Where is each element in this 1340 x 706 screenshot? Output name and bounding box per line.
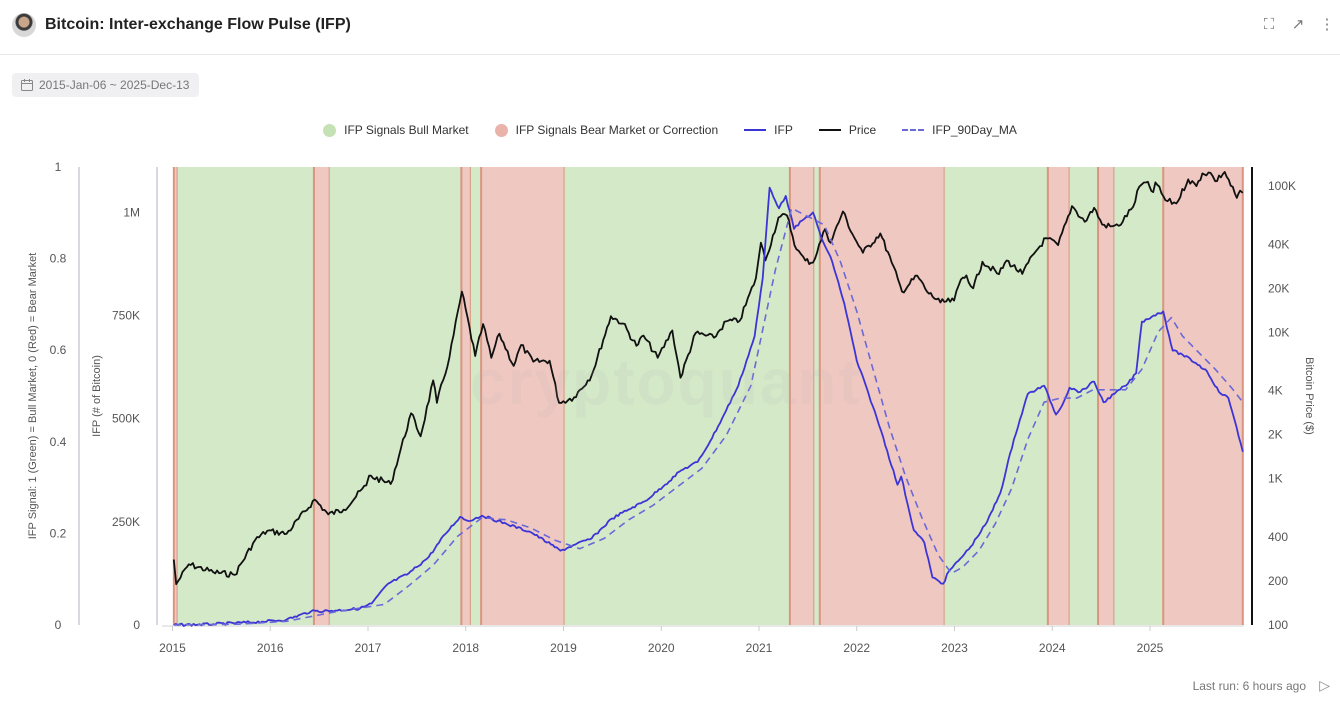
legend-item-ifp[interactable]: IFP [744,123,793,137]
x-tick-label: 2015 [159,641,186,655]
chart-header: Bitcoin: Inter-exchange Flow Pulse (IFP)… [0,0,1340,55]
bull-period-band [1069,167,1099,625]
bear-period-band [1163,167,1243,625]
x-tick-label: 2021 [746,641,773,655]
ifp-axis-title: IFP (# of Bitcoin) [91,355,103,437]
ifp-tick-label: 500K [112,412,140,426]
legend-label: IFP Signals Bear Market or Correction [515,123,719,137]
bull-period-band [1114,167,1164,625]
x-tick-label: 2023 [941,641,968,655]
x-tick-label: 2020 [648,641,675,655]
calendar-icon [21,79,33,91]
ifp-tick-label: 750K [112,309,140,323]
price-tick-label: 100K [1268,179,1296,193]
ifp-tick-label: 0 [133,618,140,632]
bull-swatch [323,123,337,137]
x-tick-label: 2024 [1039,641,1066,655]
price-tick-label: 20K [1268,281,1289,295]
bear-swatch [494,123,508,137]
more-vertical-icon[interactable]: ⋮ [1319,16,1335,33]
price-line [172,171,1244,586]
legend-label: Price [848,123,877,137]
external-link-icon[interactable]: ↗ [1291,16,1305,33]
expand-icon[interactable]: ⛶ [1263,16,1275,33]
x-tick-label: 2016 [257,641,284,655]
bull-period-band [470,167,482,625]
author-avatar[interactable] [12,13,36,37]
signal-axis-title: IFP Signal: 1 (Green) = Bull Market, 0 (… [27,253,39,540]
date-range-text: 2015-Jan-06 ~ 2025-Dec-13 [39,78,190,92]
price-tick-label: 10K [1268,325,1289,339]
legend-item-bull[interactable]: IFP Signals Bull Market [323,123,469,137]
price-tick-label: 40K [1268,237,1289,251]
price-tick-label: 200 [1268,574,1288,588]
price-tick-label: 100 [1268,618,1288,632]
bull-period-band [944,167,1048,625]
signal-tick-label: 0.8 [50,252,67,266]
bear-period-band [819,167,945,625]
bear-period-band [481,167,565,625]
legend-item-ma[interactable]: IFP_90Day_MA [902,123,1017,137]
legend-label: IFP Signals Bull Market [344,123,469,137]
ma-swatch [902,129,925,131]
x-tick-label: 2025 [1137,641,1164,655]
bull-period-band [814,167,820,625]
x-tick-label: 2019 [550,641,577,655]
price-axis-title: Bitcoin Price ($) [1303,357,1315,435]
page-title: Bitcoin: Inter-exchange Flow Pulse (IFP) [45,16,351,33]
bear-period-band [313,167,330,625]
legend-item-bear[interactable]: IFP Signals Bear Market or Correction [494,123,719,137]
ifp-tick-label: 250K [112,515,140,529]
signal-tick-label: 1 [55,160,62,174]
signal-tick-label: 0.4 [50,435,67,449]
legend-item-price[interactable]: Price [818,123,877,137]
bear-period-band [1098,167,1115,625]
signal-tick-label: 0.2 [50,526,67,540]
bull-period-band [329,167,462,625]
date-range-picker[interactable]: 2015-Jan-06 ~ 2025-Dec-13 [12,73,200,97]
bull-period-band [177,167,314,625]
x-tick-label: 2017 [355,641,382,655]
x-tick-label: 2018 [452,641,479,655]
legend-label: IFP_90Day_MA [932,123,1017,137]
bear-period-band [173,167,178,625]
ifp-tick-label: 1M [123,205,140,219]
signal-tick-label: 0.6 [50,343,67,357]
price-swatch [818,129,841,131]
watermark: cryptoquant [470,346,862,418]
legend-label: IFP [774,123,793,137]
chart-legend: IFP Signals Bull Market IFP Signals Bear… [0,123,1340,137]
ifp-line [173,186,1244,627]
x-tick-label: 2022 [843,641,870,655]
bear-period-band [1047,167,1070,625]
price-tick-label: 2K [1268,428,1283,442]
ifp-swatch [744,129,767,131]
bull-period-band [564,167,790,625]
price-tick-label: 400 [1268,530,1288,544]
signal-tick-label: 0 [55,618,62,632]
run-icon[interactable]: ▷ [1319,677,1330,693]
bear-period-band [461,167,471,625]
price-tick-label: 4K [1268,384,1283,398]
price-tick-label: 1K [1268,472,1283,486]
last-run-text: Last run: 6 hours ago [1192,679,1306,693]
ifp-90day-ma-line [173,207,1244,626]
